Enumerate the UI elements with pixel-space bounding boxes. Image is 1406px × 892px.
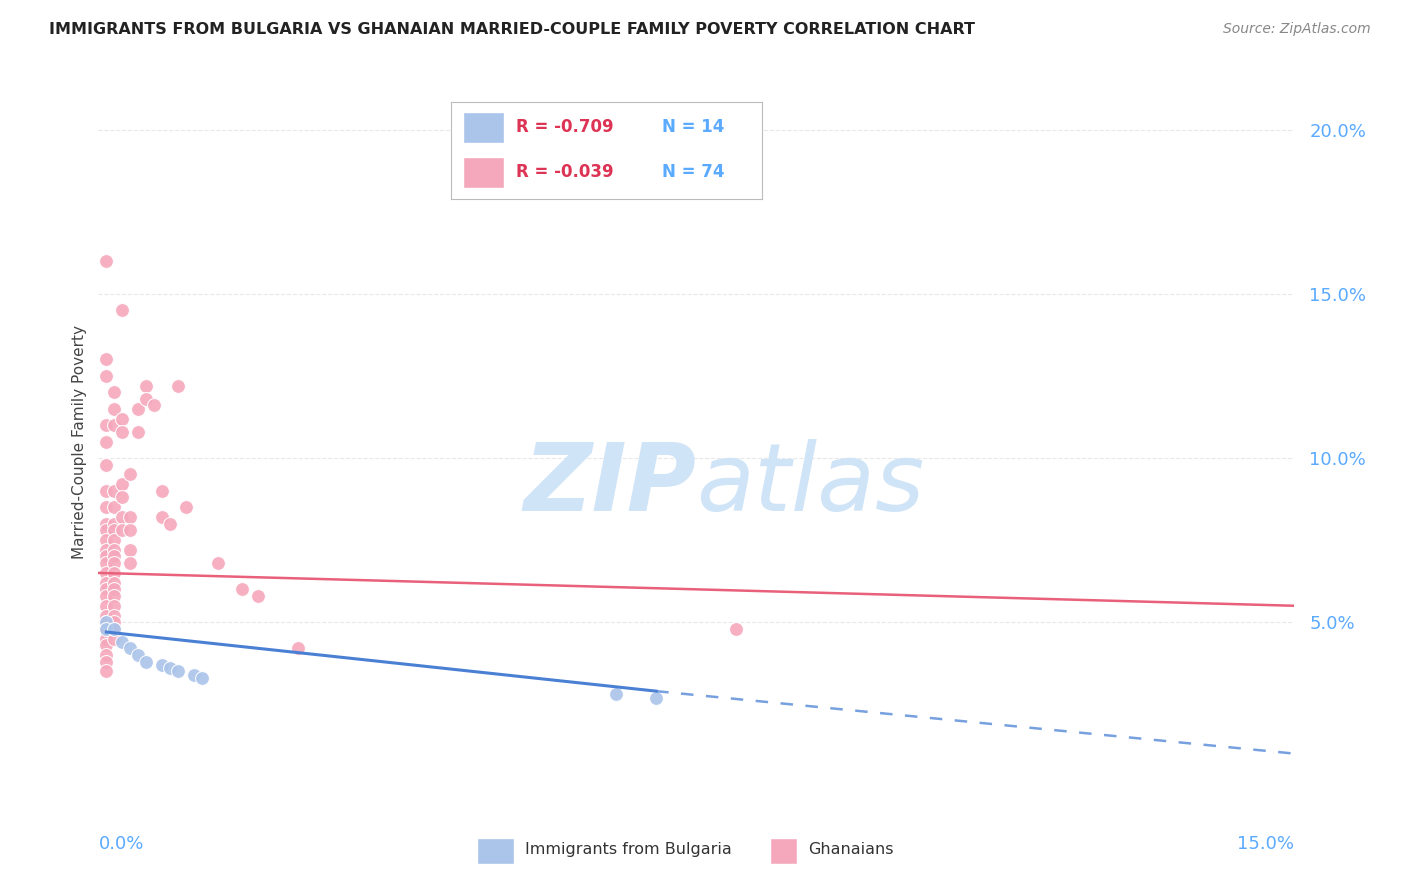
Point: [111, 303, 134, 318]
Point: [96, 549, 118, 564]
Point: [127, 648, 149, 662]
Text: Immigrants from Bulgaria: Immigrants from Bulgaria: [524, 842, 731, 857]
Text: 0.0%: 0.0%: [98, 835, 143, 854]
Point: [103, 632, 125, 646]
Point: [103, 500, 125, 515]
Point: [103, 622, 125, 636]
Text: Source: ZipAtlas.com: Source: ZipAtlas.com: [1223, 22, 1371, 37]
Point: [96, 655, 118, 669]
Point: [96, 253, 118, 268]
Point: [103, 615, 125, 630]
Point: [135, 655, 157, 669]
Point: [96, 483, 118, 498]
Point: [183, 667, 205, 681]
Point: [96, 500, 118, 515]
Point: [111, 523, 134, 537]
Point: [191, 671, 214, 685]
Point: [103, 599, 125, 613]
Point: [96, 458, 118, 472]
Text: IMMIGRANTS FROM BULGARIA VS GHANAIAN MARRIED-COUPLE FAMILY POVERTY CORRELATION C: IMMIGRANTS FROM BULGARIA VS GHANAIAN MAR…: [49, 22, 976, 37]
Point: [103, 523, 125, 537]
Point: [103, 556, 125, 570]
Point: [96, 638, 118, 652]
Point: [645, 690, 668, 705]
Point: [111, 510, 134, 524]
Point: [96, 516, 118, 531]
Point: [111, 411, 134, 425]
Point: [287, 641, 309, 656]
Point: [127, 425, 149, 439]
Point: [96, 556, 118, 570]
Point: [96, 615, 118, 630]
Point: [103, 549, 125, 564]
Point: [120, 641, 142, 656]
Point: [159, 661, 181, 675]
Point: [120, 556, 142, 570]
Text: Ghanaians: Ghanaians: [808, 842, 893, 857]
Point: [246, 589, 269, 603]
Point: [96, 582, 118, 597]
Bar: [770, 838, 797, 863]
Point: [96, 589, 118, 603]
Point: [150, 657, 173, 672]
Point: [103, 533, 125, 547]
Point: [111, 477, 134, 491]
Point: [103, 483, 125, 498]
Point: [103, 589, 125, 603]
Point: [120, 523, 142, 537]
Point: [96, 599, 118, 613]
Point: [103, 516, 125, 531]
Point: [127, 401, 149, 416]
Point: [120, 467, 142, 482]
Point: [96, 622, 118, 636]
Point: [103, 608, 125, 623]
Point: [96, 368, 118, 383]
Point: [167, 665, 190, 679]
Point: [143, 398, 166, 412]
Point: [96, 523, 118, 537]
Point: [724, 622, 747, 636]
Point: [135, 392, 157, 406]
Text: ZIP: ZIP: [523, 439, 696, 531]
Point: [103, 575, 125, 590]
Point: [96, 533, 118, 547]
Point: [103, 622, 125, 636]
Y-axis label: Married-Couple Family Poverty: Married-Couple Family Poverty: [72, 325, 87, 558]
Point: [103, 401, 125, 416]
Text: atlas: atlas: [696, 440, 924, 531]
Point: [120, 542, 142, 557]
Point: [96, 418, 118, 433]
Point: [96, 542, 118, 557]
Point: [96, 622, 118, 636]
Point: [103, 418, 125, 433]
Point: [111, 425, 134, 439]
Point: [150, 483, 173, 498]
Point: [150, 510, 173, 524]
Point: [103, 582, 125, 597]
Point: [605, 687, 627, 701]
Point: [96, 434, 118, 449]
Point: [159, 516, 181, 531]
Point: [120, 510, 142, 524]
Text: 15.0%: 15.0%: [1236, 835, 1294, 854]
Point: [231, 582, 253, 597]
Point: [96, 615, 118, 630]
Point: [207, 556, 229, 570]
Point: [96, 665, 118, 679]
Point: [96, 566, 118, 580]
Point: [96, 632, 118, 646]
Point: [96, 648, 118, 662]
Point: [135, 378, 157, 392]
Point: [103, 566, 125, 580]
Point: [111, 491, 134, 505]
Point: [167, 378, 190, 392]
Point: [174, 500, 197, 515]
Point: [103, 385, 125, 400]
Bar: [477, 838, 515, 863]
Point: [96, 608, 118, 623]
Point: [96, 575, 118, 590]
Point: [111, 635, 134, 649]
Point: [103, 542, 125, 557]
Point: [96, 352, 118, 367]
